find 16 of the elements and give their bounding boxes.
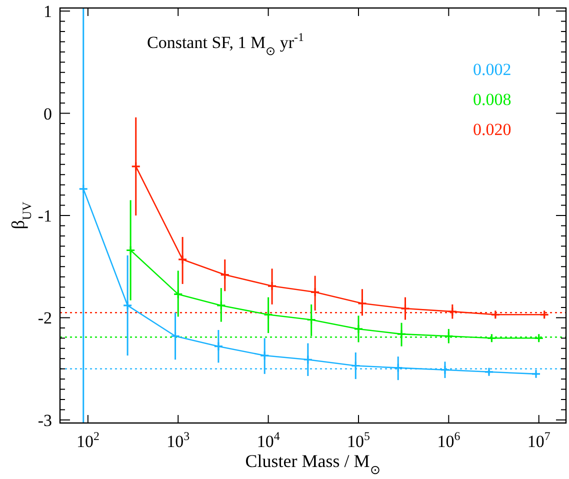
x-axis-title: Cluster Mass / M$_{⊙}$: [245, 451, 381, 477]
text: 0.002: [473, 60, 512, 79]
text: 0.008: [473, 90, 512, 109]
y-tick-label: 1: [44, 2, 52, 22]
x-tick-label: 10$^{3}$: [166, 429, 190, 451]
x-tick-label: 10$^{7}$: [527, 429, 550, 451]
annotation: Constant SF, 1 M$_{⊙}$ yr$^{-1}$: [147, 30, 304, 58]
x-tick-label: 10$^{5}$: [347, 429, 370, 451]
y-tick-label: -3: [38, 410, 52, 430]
y-tick-label: -2: [38, 308, 52, 328]
x-tick-label: 10$^{4}$: [256, 429, 280, 451]
x-tick-label: 10$^{6}$: [437, 429, 460, 451]
y-tick-label: 0: [44, 104, 52, 124]
y-tick-label: -1: [38, 206, 52, 226]
x-tick-label: 10$^{2}$: [76, 429, 100, 451]
text: 0.020: [473, 120, 512, 139]
